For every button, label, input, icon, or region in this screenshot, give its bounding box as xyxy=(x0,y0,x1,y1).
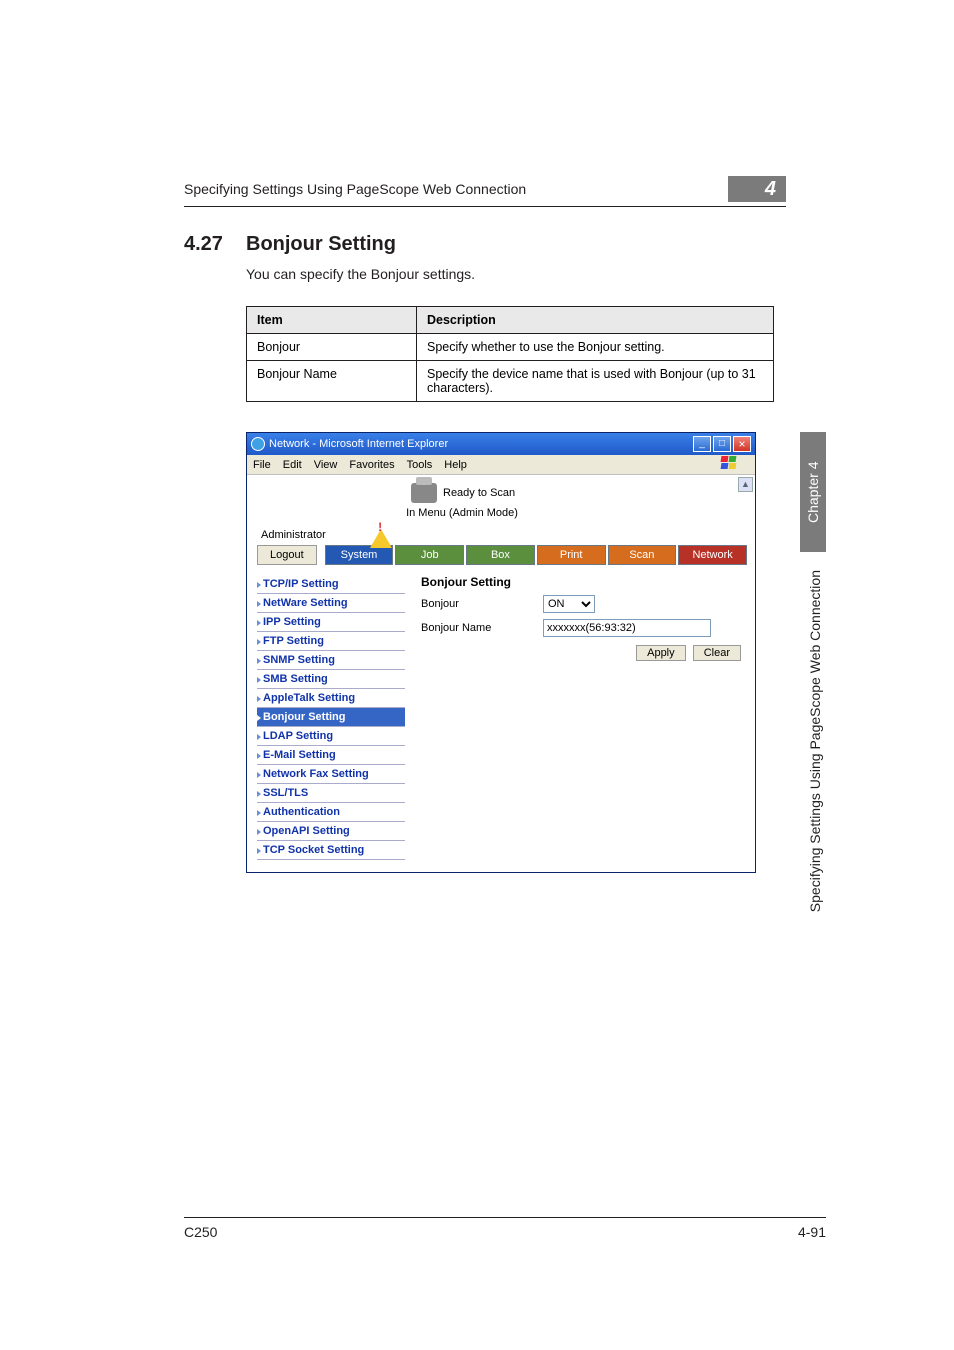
apply-button[interactable]: Apply xyxy=(636,645,686,661)
tab-network[interactable]: Network xyxy=(678,545,747,565)
status-ready: Ready to Scan xyxy=(443,487,515,499)
page: Specifying Settings Using PageScope Web … xyxy=(0,0,954,1350)
bonjour-label: Bonjour xyxy=(421,598,543,610)
sidebar-item[interactable]: AppleTalk Setting xyxy=(257,689,405,708)
table-row: Bonjour Specify whether to use the Bonjo… xyxy=(247,334,774,361)
window-title: Network - Microsoft Internet Explorer xyxy=(269,438,691,450)
logout-button[interactable]: Logout xyxy=(257,545,317,565)
ie-icon xyxy=(251,437,265,451)
tab-system[interactable]: System xyxy=(325,545,394,565)
sidebar: TCP/IP SettingNetWare SettingIPP Setting… xyxy=(257,575,405,860)
button-row: Apply Clear xyxy=(421,645,745,661)
menu-help[interactable]: Help xyxy=(444,459,467,471)
cell-desc: Specify the device name that is used wit… xyxy=(417,361,774,402)
form-row-name: Bonjour Name xyxy=(421,619,745,637)
col-header-desc: Description xyxy=(417,307,774,334)
table-header-row: Item Description xyxy=(247,307,774,334)
pane-title: Bonjour Setting xyxy=(421,575,745,589)
running-header: Specifying Settings Using PageScope Web … xyxy=(184,176,786,207)
warning-icon xyxy=(370,517,392,529)
printer-icon xyxy=(411,483,437,503)
spec-table: Item Description Bonjour Specify whether… xyxy=(246,306,774,402)
bonjour-name-label: Bonjour Name xyxy=(421,622,543,634)
side-caption: Specifying Settings Using PageScope Web … xyxy=(807,570,823,912)
cell-item: Bonjour xyxy=(247,334,417,361)
menu-tools[interactable]: Tools xyxy=(407,459,433,471)
status-menu: In Menu (Admin Mode) xyxy=(406,507,518,519)
sidebar-item[interactable]: TCP Socket Setting xyxy=(257,841,405,860)
sidebar-item[interactable]: Network Fax Setting xyxy=(257,765,405,784)
table-row: Bonjour Name Specify the device name tha… xyxy=(247,361,774,402)
status-row: Ready to Scan xyxy=(247,475,755,507)
tab-print[interactable]: Print xyxy=(537,545,606,565)
section-intro: You can specify the Bonjour settings. xyxy=(246,266,786,282)
section-heading: 4.27 Bonjour Setting xyxy=(184,233,786,256)
minimize-button[interactable] xyxy=(693,436,711,452)
sidebar-item[interactable]: Authentication xyxy=(257,803,405,822)
tab-scan[interactable]: Scan xyxy=(608,545,677,565)
windows-flag-icon xyxy=(721,456,739,472)
browser-body: Ready to Scan In Menu (Admin Mode) Admin… xyxy=(247,475,755,872)
tab-row: Logout System Job Box Print Scan Network xyxy=(247,545,755,575)
sidebar-item[interactable]: TCP/IP Setting xyxy=(257,575,405,594)
footer-page: 4-91 xyxy=(798,1224,826,1240)
content-row: TCP/IP SettingNetWare SettingIPP Setting… xyxy=(247,575,755,872)
sidebar-item[interactable]: OpenAPI Setting xyxy=(257,822,405,841)
screenshot-window: Network - Microsoft Internet Explorer Fi… xyxy=(246,432,756,873)
menu-favorites[interactable]: Favorites xyxy=(349,459,394,471)
sidebar-item[interactable]: SSL/TLS xyxy=(257,784,405,803)
sidebar-item[interactable]: Bonjour Setting xyxy=(257,708,405,727)
tab-job[interactable]: Job xyxy=(395,545,464,565)
status-row-2: In Menu (Admin Mode) xyxy=(247,507,755,529)
running-title: Specifying Settings Using PageScope Web … xyxy=(184,181,712,197)
cell-item: Bonjour Name xyxy=(247,361,417,402)
col-header-item: Item xyxy=(247,307,417,334)
section-title: Bonjour Setting xyxy=(246,233,396,256)
clear-button[interactable]: Clear xyxy=(693,645,741,661)
titlebar: Network - Microsoft Internet Explorer xyxy=(247,433,755,455)
menubar: File Edit View Favorites Tools Help xyxy=(247,455,755,475)
sidebar-item[interactable]: FTP Setting xyxy=(257,632,405,651)
sidebar-item[interactable]: SNMP Setting xyxy=(257,651,405,670)
footer-model: C250 xyxy=(184,1224,217,1240)
bonjour-name-input[interactable] xyxy=(543,619,711,637)
cell-desc: Specify whether to use the Bonjour setti… xyxy=(417,334,774,361)
chapter-badge: 4 xyxy=(728,176,786,202)
bonjour-select[interactable]: ON xyxy=(543,595,595,613)
maximize-button[interactable] xyxy=(713,436,731,452)
section-number: 4.27 xyxy=(184,233,246,256)
sidebar-item[interactable]: SMB Setting xyxy=(257,670,405,689)
side-chapter-badge: Chapter 4 xyxy=(800,432,826,552)
footer: C250 4-91 xyxy=(184,1217,826,1240)
sidebar-item[interactable]: E-Mail Setting xyxy=(257,746,405,765)
menu-file[interactable]: File xyxy=(253,459,271,471)
close-button[interactable] xyxy=(733,436,751,452)
sidebar-item[interactable]: IPP Setting xyxy=(257,613,405,632)
tab-box[interactable]: Box xyxy=(466,545,535,565)
menu-view[interactable]: View xyxy=(314,459,338,471)
scroll-up-button[interactable] xyxy=(738,477,753,492)
form-row-bonjour: Bonjour ON xyxy=(421,595,745,613)
main-pane: Bonjour Setting Bonjour ON Bonjour Name … xyxy=(405,575,745,860)
menu-edit[interactable]: Edit xyxy=(283,459,302,471)
sidebar-item[interactable]: LDAP Setting xyxy=(257,727,405,746)
administrator-label: Administrator xyxy=(247,529,755,545)
sidebar-item[interactable]: NetWare Setting xyxy=(257,594,405,613)
